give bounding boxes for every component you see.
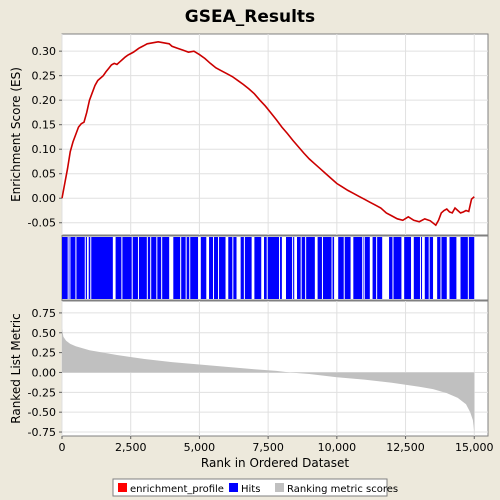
hit-region	[460, 237, 475, 299]
hit-gap	[232, 237, 234, 299]
hit-gap	[440, 237, 442, 299]
hit-region	[285, 237, 295, 299]
x-tick-label: 5,000	[184, 441, 216, 454]
chart-title: GSEA_Results	[185, 7, 315, 27]
hit-gap	[363, 237, 365, 299]
hit-gap	[343, 237, 345, 299]
rank-y-tick-label: 0.75	[32, 307, 57, 320]
hit-gap	[185, 237, 187, 299]
hit-gap	[279, 237, 281, 299]
hit-gap	[189, 237, 191, 299]
rank-y-tick-label: 0.50	[32, 327, 57, 340]
hit-gap	[86, 237, 88, 299]
x-tick-label: 12,500	[386, 441, 425, 454]
hit-region	[389, 237, 402, 299]
hit-region	[372, 237, 383, 299]
hit-gap	[131, 237, 133, 299]
hit-region	[115, 237, 170, 299]
hit-gap	[213, 237, 215, 299]
ranking-axis-label: Ranked List Metric	[9, 313, 23, 423]
legend-swatch-hits	[229, 483, 238, 492]
es-y-tick-label: -0.05	[28, 217, 56, 230]
hit-gap	[331, 237, 333, 299]
rank-y-tick-label: -0.50	[28, 406, 56, 419]
hit-gap	[376, 237, 378, 299]
hit-gap	[243, 237, 245, 299]
legend-swatch-enrichment-profile	[118, 483, 127, 492]
hit-region	[353, 237, 370, 299]
hit-gap	[84, 237, 86, 299]
rank-y-tick-label: -0.75	[28, 426, 56, 439]
hit-gap	[180, 237, 182, 299]
enrichment-profile-line	[61, 41, 475, 227]
hit-region	[240, 237, 252, 299]
ranking-area	[62, 328, 475, 433]
hit-gap	[266, 237, 268, 299]
hit-gap	[156, 237, 158, 299]
es-y-tick-label: 0.30	[32, 45, 57, 58]
x-axis-label: Rank in Ordered Dataset	[201, 456, 349, 470]
hit-gap	[292, 237, 294, 299]
hit-region	[200, 237, 207, 299]
legend-label-ranking: Ranking metric scores	[287, 484, 398, 495]
hit-gap	[428, 237, 430, 299]
hit-region	[404, 237, 412, 299]
hit-gap	[150, 237, 152, 299]
hit-region	[437, 237, 447, 299]
x-tick-label: 0	[59, 441, 66, 454]
es-y-tick-label: 0.00	[32, 192, 57, 205]
hit-gap	[90, 237, 92, 299]
hit-gap	[392, 237, 394, 299]
hits-bars	[62, 237, 475, 299]
grid-lines	[61, 34, 488, 436]
legend-label-hits: Hits	[241, 484, 260, 495]
rank-y-tick-label: 0.25	[32, 347, 57, 360]
es-y-tick-label: 0.25	[32, 70, 57, 83]
enrichment-panel	[61, 33, 489, 236]
rank-y-tick-label: -0.25	[28, 386, 56, 399]
hit-gap	[419, 237, 421, 299]
hit-gap	[161, 237, 163, 299]
hit-gap	[137, 237, 139, 299]
hit-region	[413, 237, 423, 299]
hit-gap	[146, 237, 148, 299]
x-tick-label: 7,500	[252, 441, 284, 454]
hit-gap	[218, 237, 220, 299]
hit-gap	[362, 237, 364, 299]
hit-region	[449, 237, 457, 299]
x-tick-label: 2,500	[115, 441, 147, 454]
hit-gap	[305, 237, 307, 299]
x-tick-label: 15,000	[455, 441, 494, 454]
ranking-metric-area	[62, 328, 475, 433]
hit-region	[209, 237, 226, 299]
hit-gap	[67, 237, 69, 299]
hit-gap	[69, 237, 71, 299]
es-y-tick-label: 0.15	[32, 119, 57, 132]
hit-gap	[87, 237, 89, 299]
hit-gap	[121, 237, 123, 299]
hit-gap	[321, 237, 323, 299]
es-y-tick-label: 0.20	[32, 94, 57, 107]
hit-region	[317, 237, 335, 299]
legend-swatch-ranking	[275, 483, 284, 492]
hit-gap	[467, 237, 469, 299]
es-y-tick-label: 0.05	[32, 168, 57, 181]
axes: -0.05 0.00 0.05 0.10 0.15 0.20 0.25 0.30 -0.75 -0…	[28, 45, 494, 454]
hit-region	[264, 237, 282, 299]
hit-gap	[300, 237, 302, 299]
legend: enrichment_profile Hits Ranking metric s…	[112, 478, 398, 497]
enrichment-line	[61, 41, 475, 227]
rank-y-tick-label: 0.00	[32, 366, 57, 379]
es-y-tick-label: 0.10	[32, 143, 57, 156]
hit-region	[254, 237, 262, 299]
x-tick-label: 10,000	[318, 441, 357, 454]
es-axis-label: Enrichment Score (ES)	[9, 67, 23, 202]
legend-box	[112, 478, 388, 497]
hit-gap	[75, 237, 77, 299]
legend-label-enrichment-profile: enrichment_profile	[130, 484, 224, 495]
